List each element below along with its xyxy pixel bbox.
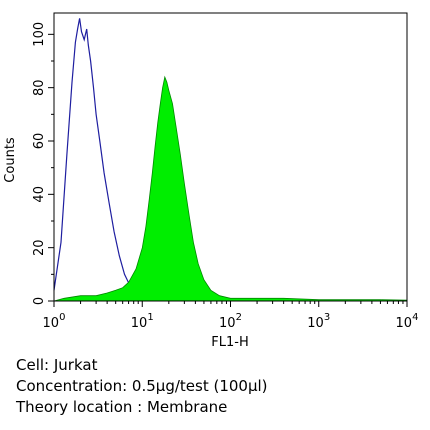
y-tick-label-5: 100 xyxy=(32,22,47,47)
y-axis-label: Counts xyxy=(3,137,18,183)
y-tick-label-2: 40 xyxy=(32,186,47,203)
flow-histogram-chart: Counts FL1-H 100 101 102 103 104 0 20 40 60 80 100 xyxy=(3,12,419,350)
x-tick-label-4: 104 xyxy=(396,312,419,331)
series-0-outline-histogram xyxy=(53,18,143,302)
y-tick-label-1: 20 xyxy=(32,239,47,256)
y-tick-label-0: 0 xyxy=(32,297,47,305)
x-tick-label-3: 103 xyxy=(307,312,330,331)
x-tick-label-2: 102 xyxy=(219,312,242,331)
caption-concentration: Concentration: 0.5μg/test (100μl) xyxy=(16,377,268,395)
x-tick-label-1: 101 xyxy=(131,312,154,331)
caption-location: Theory location : Membrane xyxy=(16,398,228,416)
y-tick-label-3: 60 xyxy=(32,133,47,150)
caption-cell: Cell: Jurkat xyxy=(16,356,98,374)
y-tick-label-4: 80 xyxy=(32,79,47,96)
x-axis-label: FL1-H xyxy=(211,335,248,350)
x-tick-label-0: 100 xyxy=(43,312,66,331)
plot-frame xyxy=(53,12,408,302)
series-1-filled-histogram xyxy=(53,75,408,302)
